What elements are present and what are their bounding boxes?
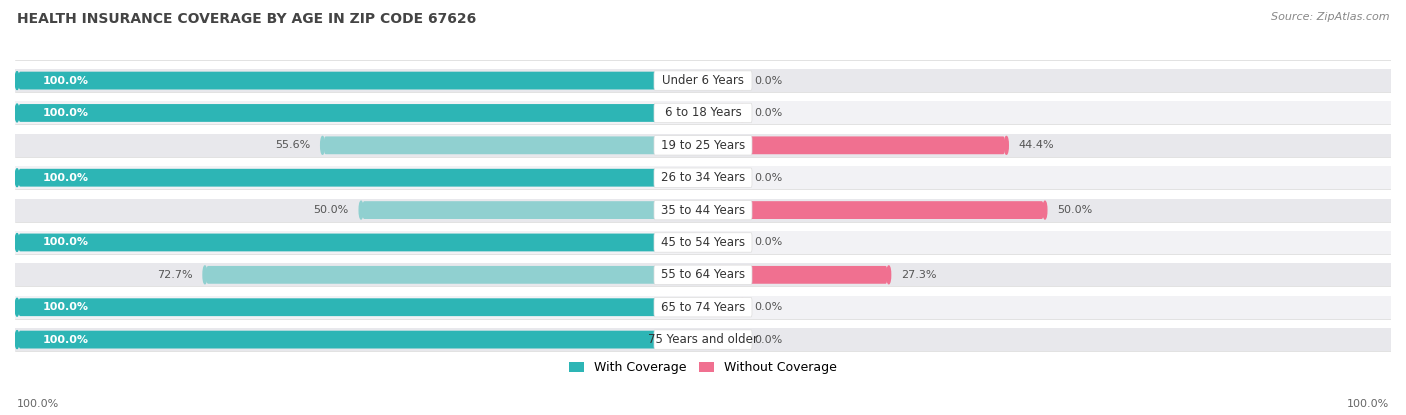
Text: 55.6%: 55.6% [276, 140, 311, 150]
Circle shape [15, 72, 18, 90]
FancyBboxPatch shape [207, 266, 703, 284]
Text: 100.0%: 100.0% [42, 76, 89, 85]
Bar [15, 296, 1391, 319]
Text: 0.0%: 0.0% [755, 302, 783, 312]
Text: 100.0%: 100.0% [42, 237, 89, 247]
FancyBboxPatch shape [654, 136, 752, 155]
Text: 100.0%: 100.0% [42, 173, 89, 183]
FancyBboxPatch shape [18, 169, 703, 187]
Circle shape [15, 169, 18, 187]
FancyBboxPatch shape [654, 71, 752, 90]
Circle shape [321, 137, 325, 154]
FancyBboxPatch shape [703, 234, 741, 251]
FancyBboxPatch shape [654, 298, 752, 317]
FancyBboxPatch shape [654, 330, 752, 349]
Circle shape [15, 298, 18, 316]
Bar [15, 134, 1391, 157]
FancyBboxPatch shape [703, 266, 887, 284]
Circle shape [202, 266, 207, 284]
Text: 50.0%: 50.0% [314, 205, 349, 215]
Circle shape [741, 234, 744, 251]
Text: 50.0%: 50.0% [1057, 205, 1092, 215]
Text: 72.7%: 72.7% [157, 270, 193, 280]
Text: HEALTH INSURANCE COVERAGE BY AGE IN ZIP CODE 67626: HEALTH INSURANCE COVERAGE BY AGE IN ZIP … [17, 12, 477, 27]
Text: 0.0%: 0.0% [755, 108, 783, 118]
Bar [15, 231, 1391, 254]
Text: 44.4%: 44.4% [1019, 140, 1054, 150]
Bar [15, 199, 1391, 222]
Circle shape [741, 72, 744, 90]
FancyBboxPatch shape [654, 233, 752, 252]
Text: 100.0%: 100.0% [17, 399, 59, 409]
FancyBboxPatch shape [323, 137, 703, 154]
FancyBboxPatch shape [18, 331, 703, 349]
Bar [15, 101, 1391, 124]
FancyBboxPatch shape [654, 265, 752, 285]
Circle shape [741, 104, 744, 122]
FancyBboxPatch shape [703, 298, 741, 316]
Text: 0.0%: 0.0% [755, 237, 783, 247]
Text: 27.3%: 27.3% [901, 270, 936, 280]
Text: Source: ZipAtlas.com: Source: ZipAtlas.com [1271, 12, 1389, 22]
FancyBboxPatch shape [654, 200, 752, 220]
Text: 6 to 18 Years: 6 to 18 Years [665, 107, 741, 120]
Circle shape [1043, 201, 1047, 219]
Circle shape [15, 234, 18, 251]
FancyBboxPatch shape [363, 201, 703, 219]
Text: 0.0%: 0.0% [755, 334, 783, 344]
Circle shape [741, 331, 744, 349]
FancyBboxPatch shape [654, 168, 752, 188]
Circle shape [15, 331, 18, 349]
Bar [15, 166, 1391, 189]
Text: 100.0%: 100.0% [1347, 399, 1389, 409]
FancyBboxPatch shape [654, 103, 752, 123]
Text: 55 to 64 Years: 55 to 64 Years [661, 269, 745, 281]
Text: Under 6 Years: Under 6 Years [662, 74, 744, 87]
Text: 45 to 54 Years: 45 to 54 Years [661, 236, 745, 249]
FancyBboxPatch shape [18, 104, 703, 122]
Text: 100.0%: 100.0% [42, 108, 89, 118]
FancyBboxPatch shape [703, 72, 741, 90]
Circle shape [15, 104, 18, 122]
Circle shape [1004, 137, 1008, 154]
Text: 100.0%: 100.0% [42, 302, 89, 312]
Text: 100.0%: 100.0% [42, 334, 89, 344]
FancyBboxPatch shape [18, 298, 703, 316]
Bar [15, 264, 1391, 286]
Text: 65 to 74 Years: 65 to 74 Years [661, 301, 745, 314]
Text: 19 to 25 Years: 19 to 25 Years [661, 139, 745, 152]
Text: 35 to 44 Years: 35 to 44 Years [661, 204, 745, 217]
Circle shape [359, 201, 363, 219]
FancyBboxPatch shape [18, 72, 703, 90]
FancyBboxPatch shape [703, 331, 741, 349]
Text: 0.0%: 0.0% [755, 173, 783, 183]
FancyBboxPatch shape [703, 104, 741, 122]
Text: 26 to 34 Years: 26 to 34 Years [661, 171, 745, 184]
Circle shape [741, 298, 744, 316]
FancyBboxPatch shape [703, 137, 1005, 154]
FancyBboxPatch shape [703, 169, 741, 187]
Bar [15, 69, 1391, 92]
Text: 75 Years and older: 75 Years and older [648, 333, 758, 346]
Bar [15, 328, 1391, 351]
Text: 0.0%: 0.0% [755, 76, 783, 85]
Circle shape [887, 266, 890, 284]
Legend: With Coverage, Without Coverage: With Coverage, Without Coverage [569, 361, 837, 374]
FancyBboxPatch shape [18, 234, 703, 251]
FancyBboxPatch shape [703, 201, 1043, 219]
Circle shape [741, 169, 744, 187]
